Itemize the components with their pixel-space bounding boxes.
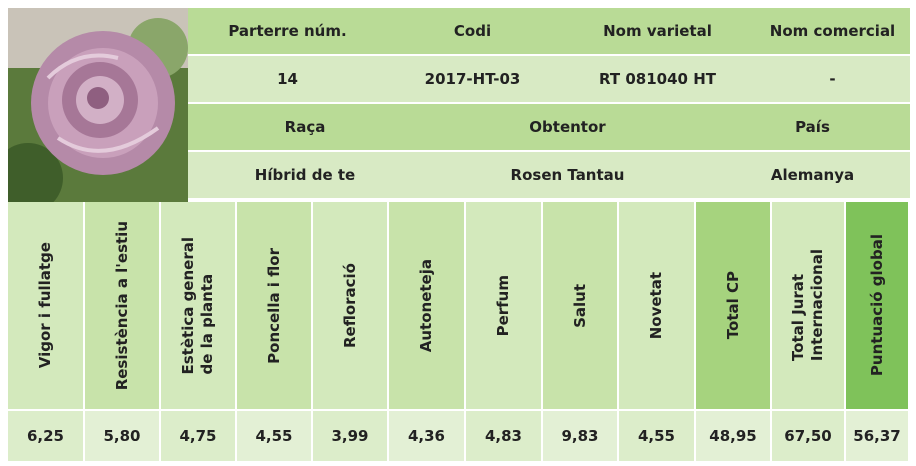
info-cell: Nom varietal [560, 8, 755, 54]
header-line: Puntuació global [868, 234, 887, 376]
header-text: Perfum [494, 275, 513, 336]
score-header: Perfum [466, 202, 541, 409]
header-text: Novetat [647, 272, 666, 339]
header-line: Estètica general [179, 237, 198, 375]
info-cell: Raça [190, 104, 420, 150]
header-text: Vigor i fullatge [36, 242, 55, 368]
header-line: Autoneteja [417, 259, 436, 352]
score-value: 56,37 [846, 411, 908, 461]
info-cell: 2017-HT-03 [385, 56, 560, 102]
info-cell: 14 [190, 56, 385, 102]
info-cell: Nom comercial [755, 8, 910, 54]
header-text: Total CP [724, 271, 743, 339]
score-value: 4,55 [619, 411, 694, 461]
header-line: Poncella i flor [265, 248, 284, 364]
score-value: 4,55 [237, 411, 311, 461]
score-header: Puntuació global [846, 202, 908, 409]
header-line: de la planta [198, 237, 217, 375]
header-line: Internacional [808, 249, 827, 361]
score-header: Vigor i fullatge [8, 202, 83, 409]
header-text: Salut [571, 284, 590, 328]
header-line: Vigor i fullatge [36, 242, 55, 368]
header-text: Puntuació global [868, 234, 887, 376]
score-header: Poncella i flor [237, 202, 311, 409]
score-header: Salut [543, 202, 617, 409]
score-value: 6,25 [8, 411, 83, 461]
rose-photo [8, 8, 188, 202]
score-header: Total CP [696, 202, 770, 409]
info-cell: País [715, 104, 910, 150]
header-line: Total Jurat [789, 249, 808, 361]
score-value: 4,83 [466, 411, 541, 461]
page: Parterre núm.CodiNom varietalNom comerci… [0, 0, 916, 466]
score-value: 9,83 [543, 411, 617, 461]
info-cell: - [755, 56, 910, 102]
header-line: Novetat [647, 272, 666, 339]
score-header: Refloració [313, 202, 387, 409]
score-header: Autoneteja [389, 202, 464, 409]
info-cell: Híbrid de te [190, 152, 420, 198]
score-header: Novetat [619, 202, 694, 409]
header-text: Poncella i flor [265, 248, 284, 364]
info-cell: Obtentor [420, 104, 715, 150]
header-text: Resistència a l'estiu [113, 221, 132, 390]
info-cell: RT 081040 HT [560, 56, 755, 102]
header-line: Salut [571, 284, 590, 328]
header-line: Resistència a l'estiu [113, 221, 132, 390]
header-line: Perfum [494, 275, 513, 336]
info-cell: Parterre núm. [190, 8, 385, 54]
score-value: 4,75 [161, 411, 235, 461]
header-line: Total CP [724, 271, 743, 339]
score-header: Resistència a l'estiu [85, 202, 159, 409]
header-line: Refloració [341, 263, 360, 348]
score-value: 3,99 [313, 411, 387, 461]
score-value: 48,95 [696, 411, 770, 461]
score-value: 4,36 [389, 411, 464, 461]
info-cell: Rosen Tantau [420, 152, 715, 198]
info-cell: Alemanya [715, 152, 910, 198]
header-text: Refloració [341, 263, 360, 348]
info-cell: Codi [385, 8, 560, 54]
header-text: Autoneteja [417, 259, 436, 352]
score-value: 5,80 [85, 411, 159, 461]
score-value: 67,50 [772, 411, 844, 461]
